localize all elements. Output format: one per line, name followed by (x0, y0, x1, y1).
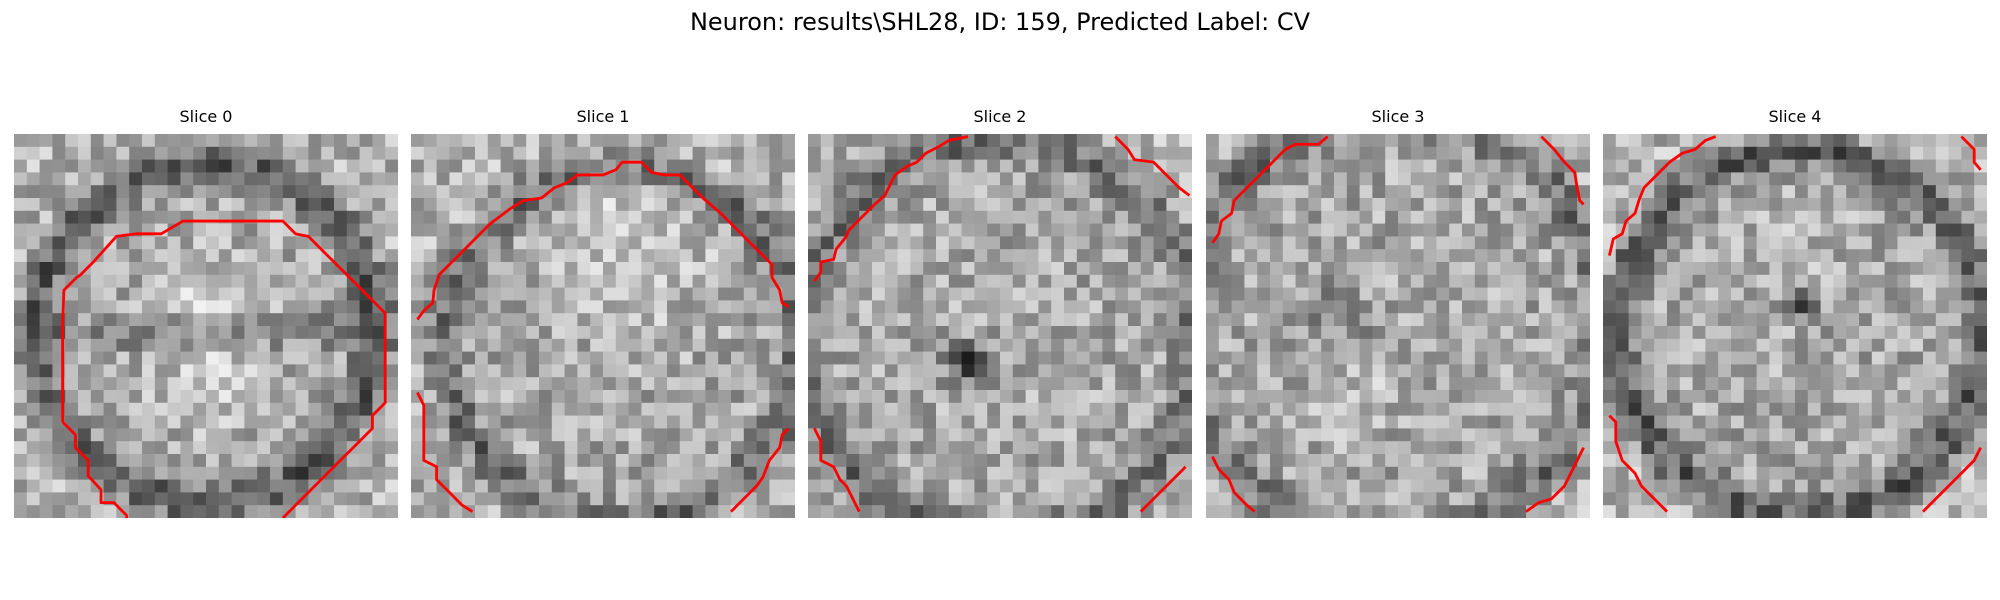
slice-title-0: Slice 0 (14, 106, 398, 128)
slice-panel-3: Slice 3 (1206, 106, 1590, 520)
slice-pixels-3 (1206, 134, 1590, 518)
slice-image-2 (808, 134, 1192, 518)
slice-panel-2: Slice 2 (808, 106, 1192, 520)
slice-image-1 (411, 134, 795, 518)
slice-pixels-4 (1603, 134, 1987, 518)
slice-title-1: Slice 1 (411, 106, 795, 128)
slice-panel-1: Slice 1 (411, 106, 795, 520)
slice-image-0 (14, 134, 398, 518)
slice-title-2: Slice 2 (808, 106, 1192, 128)
slice-title-3: Slice 3 (1206, 106, 1590, 128)
slice-pixels-1 (411, 134, 795, 518)
slice-image-4 (1603, 134, 1987, 518)
slice-image-3 (1206, 134, 1590, 518)
slice-title-4: Slice 4 (1603, 106, 1987, 128)
figure-title: Neuron: results\SHL28, ID: 159, Predicte… (0, 6, 2000, 38)
slice-panel-4: Slice 4 (1603, 106, 1987, 520)
slice-pixels-2 (808, 134, 1192, 518)
slice-panel-0: Slice 0 (14, 106, 398, 520)
